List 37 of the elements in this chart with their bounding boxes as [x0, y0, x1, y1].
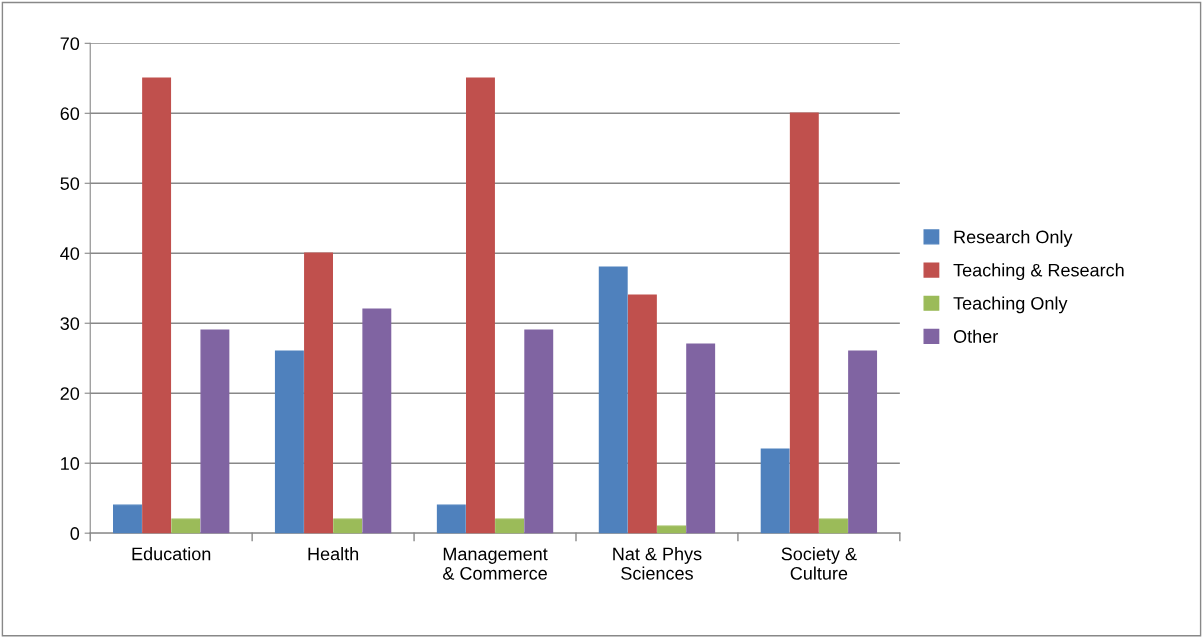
x-tick-label: Health [308, 547, 359, 561]
bar [524, 329, 554, 534]
x-tick-label: Management & Commerce [443, 547, 548, 580]
bar [304, 252, 333, 534]
legend-label: Other [953, 329, 998, 343]
bar [113, 504, 142, 534]
bar [789, 112, 819, 534]
x-tick-label: Nat & Phys Sciences [613, 547, 702, 580]
bar [848, 350, 878, 534]
y-tick-label: 30 [60, 317, 80, 330]
y-tick-label: 60 [60, 107, 80, 121]
y-tick-label: 10 [61, 457, 80, 470]
bar [495, 518, 525, 534]
bar [466, 77, 495, 534]
bar [818, 518, 848, 534]
bar [627, 294, 657, 534]
bar [657, 525, 686, 534]
y-tick-label: 50 [60, 177, 80, 190]
bar [171, 518, 201, 534]
y-tick-label: 20 [60, 387, 80, 400]
bar [760, 448, 790, 534]
y-tick-label: 0 [70, 527, 80, 540]
legend-label: Teaching Only [953, 296, 1068, 314]
bar [333, 518, 363, 534]
y-tick-label: 70 [60, 37, 80, 51]
bar [142, 77, 172, 534]
x-tick-label: Education [132, 547, 211, 561]
bar [274, 350, 304, 534]
bar [200, 329, 230, 534]
bar [598, 266, 628, 534]
bar [362, 308, 392, 534]
y-tick-label: 40 [60, 247, 80, 260]
bar [436, 504, 466, 534]
legend-label: Teaching & Research [953, 263, 1124, 281]
x-tick-label: Society & Culture [781, 547, 857, 580]
legend-label: Research Only [954, 230, 1073, 247]
bar [686, 343, 716, 534]
